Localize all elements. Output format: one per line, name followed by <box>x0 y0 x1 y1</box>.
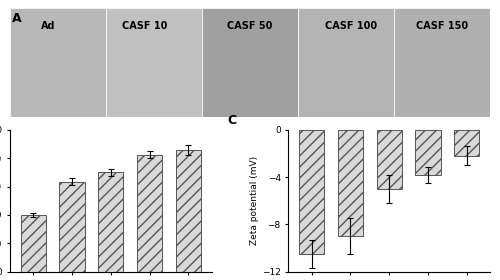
Text: CASF 100: CASF 100 <box>324 22 377 31</box>
Bar <box>137 155 162 272</box>
Bar <box>176 150 201 272</box>
Bar <box>98 172 124 272</box>
Y-axis label: Zeta potential (mV): Zeta potential (mV) <box>250 156 259 245</box>
Bar <box>376 130 402 189</box>
Bar <box>394 8 490 117</box>
Bar <box>416 130 440 175</box>
Text: A: A <box>12 12 22 25</box>
Bar <box>20 215 46 272</box>
Bar <box>10 8 106 117</box>
Text: CASF 10: CASF 10 <box>122 22 167 31</box>
Bar <box>299 130 324 254</box>
Bar <box>454 130 479 156</box>
Bar <box>106 8 202 117</box>
Bar <box>202 8 298 117</box>
Bar <box>298 8 394 117</box>
Text: CASF 150: CASF 150 <box>416 22 468 31</box>
Text: CASF 50: CASF 50 <box>228 22 272 31</box>
Text: C: C <box>228 114 237 127</box>
Bar <box>338 130 363 236</box>
Text: Ad: Ad <box>41 22 56 31</box>
Bar <box>60 182 84 272</box>
